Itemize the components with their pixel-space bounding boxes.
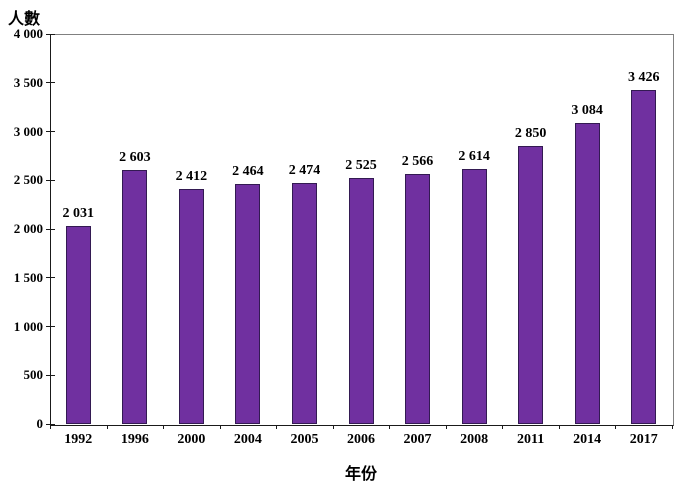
x-axis-tick xyxy=(672,425,673,429)
x-category-label: 1992 xyxy=(64,432,93,447)
bar-1992 xyxy=(65,225,91,424)
x-category-label: 2014 xyxy=(573,432,602,447)
bar-2000 xyxy=(178,188,204,424)
bar-value-label: 2 603 xyxy=(119,150,151,166)
bar-value-label: 3 084 xyxy=(571,103,603,119)
x-axis-tick xyxy=(445,425,447,429)
x-category-label: 2017 xyxy=(629,432,658,447)
bar-2017 xyxy=(631,89,657,424)
x-category-label: 2007 xyxy=(403,432,432,447)
bar-2008 xyxy=(461,169,487,424)
y-axis-tick xyxy=(46,179,55,181)
x-axis-tick xyxy=(558,425,560,429)
bar-value-label: 2 566 xyxy=(401,153,434,169)
x-category-label: 1996 xyxy=(120,432,149,447)
x-category-label: 2008 xyxy=(460,432,489,447)
x-axis-tick xyxy=(219,425,221,429)
y-tick-label: 1 000 xyxy=(13,318,43,334)
x-category-label: 2006 xyxy=(347,432,375,447)
bar-value-label: 2 850 xyxy=(514,126,547,142)
bar-value-label: 2 525 xyxy=(345,157,377,173)
y-tick-label: 2 500 xyxy=(13,172,43,188)
y-axis-tick xyxy=(46,374,55,376)
y-axis-tick xyxy=(46,228,55,230)
x-axis-tick xyxy=(502,425,504,429)
bar-2005 xyxy=(291,182,317,424)
x-category-label: 2000 xyxy=(177,432,206,447)
y-axis-tick xyxy=(46,326,55,327)
bar-1996 xyxy=(122,170,148,424)
bar-value-label: 2 412 xyxy=(175,168,208,184)
y-axis-title: 人數 xyxy=(8,11,41,28)
bar-2011 xyxy=(518,146,544,424)
y-tick-label: 3 000 xyxy=(13,123,43,139)
y-axis-tick xyxy=(46,423,55,425)
y-tick-label: 4 000 xyxy=(13,26,43,41)
x-axis-tick xyxy=(276,425,278,429)
x-category-label: 2005 xyxy=(290,432,319,447)
y-tick-label: 1 500 xyxy=(13,269,43,285)
x-axis-tick xyxy=(332,425,334,429)
bar-value-label: 2 464 xyxy=(232,163,264,179)
bar-value-label: 2 614 xyxy=(458,149,490,165)
x-category-label: 2004 xyxy=(233,432,262,447)
y-tick-label: 500 xyxy=(23,367,44,383)
x-axis-tick xyxy=(106,425,108,429)
bar-value-label: 3 426 xyxy=(627,69,660,85)
y-tick-label: 3 500 xyxy=(13,74,43,90)
x-axis-tick xyxy=(389,425,391,429)
y-axis-tick xyxy=(46,131,55,132)
bar-2007 xyxy=(405,173,431,424)
y-axis-tick xyxy=(46,82,55,84)
x-axis-tick xyxy=(50,425,51,429)
y-axis-tick xyxy=(46,33,55,35)
y-tick-label: 2 000 xyxy=(13,221,43,236)
bar-2014 xyxy=(574,123,600,424)
bar-2004 xyxy=(235,183,261,424)
x-axis-tick xyxy=(615,425,617,429)
y-tick-label: 0 xyxy=(36,416,44,431)
bar-value-label: 2 031 xyxy=(62,205,95,221)
x-axis-title: 年份 xyxy=(344,466,377,483)
y-axis-tick xyxy=(46,277,55,279)
bar-2006 xyxy=(348,177,374,424)
x-category-label: 2011 xyxy=(517,432,545,447)
bar-value-label: 2 474 xyxy=(288,162,321,178)
x-axis-tick xyxy=(163,425,165,429)
